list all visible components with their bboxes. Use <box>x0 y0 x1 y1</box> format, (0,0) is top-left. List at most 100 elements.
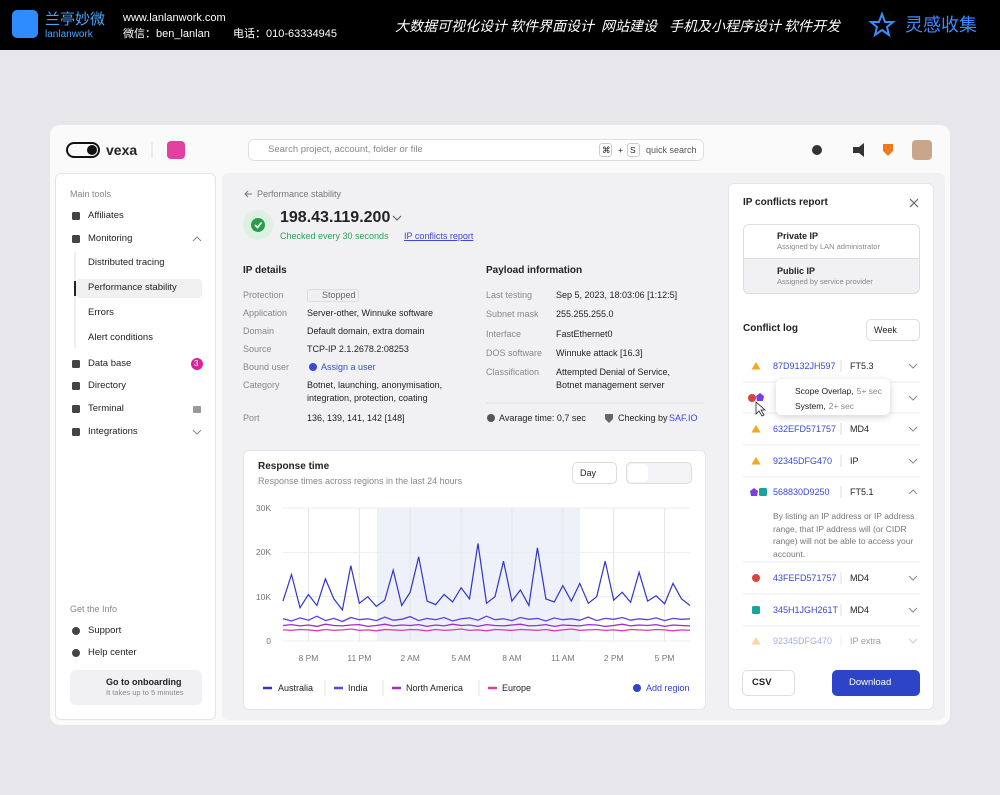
collect[interactable]: 灵感收集 <box>905 15 977 35</box>
section-title: Payload information <box>486 265 582 277</box>
detail-label: Port <box>243 412 260 424</box>
detail-value[interactable]: Assign a user <box>321 361 376 373</box>
checking-label: Checking by <box>618 412 668 424</box>
nav-item[interactable]: Alert conditions <box>88 332 153 344</box>
detail-label: Subnet mask <box>486 308 539 320</box>
nav-item[interactable]: Terminal <box>88 403 124 415</box>
detail-value: Stopped <box>322 289 356 301</box>
detail-value: Server-other, Winnuke software <box>307 307 433 319</box>
logo-icon <box>87 145 97 155</box>
severity-icon <box>752 606 760 614</box>
detail-value: Sep 5, 2023, 18:03:06 [1:12:5] <box>556 289 677 301</box>
add-icon <box>633 684 641 692</box>
detail-label: Last testing <box>486 289 532 301</box>
download: Download <box>849 677 891 689</box>
nav-item[interactable]: 手机及小程序设计 <box>669 20 781 36</box>
nav-item[interactable]: Performance stability <box>88 282 177 294</box>
x-tick-label: 8 PM <box>288 652 328 664</box>
nav-item[interactable]: Monitoring <box>88 233 132 245</box>
legend-label[interactable]: Europe <box>502 682 531 694</box>
period: Week <box>874 324 897 336</box>
nav-item[interactable]: Data base <box>88 358 131 370</box>
severity-icon <box>752 457 761 465</box>
severity-icon <box>750 488 758 496</box>
report-link[interactable]: IP conflicts report <box>404 230 473 242</box>
nav-item[interactable]: Help center <box>88 647 137 659</box>
nav-icon <box>72 627 80 635</box>
nav-icon <box>72 235 80 243</box>
chevron <box>909 490 917 494</box>
chevron <box>193 237 201 241</box>
chevron <box>909 396 917 400</box>
entry-code: MD4 <box>850 572 869 584</box>
severity-icon <box>752 362 761 370</box>
nav-item[interactable]: Errors <box>88 307 114 319</box>
x-tick-label: 11 PM <box>339 652 379 664</box>
detail-label: Classification <box>486 366 539 378</box>
workspace-icon <box>167 141 185 159</box>
detail-label: Domain <box>243 325 274 337</box>
nav-item[interactable]: Integrations <box>88 426 138 438</box>
announce-icon <box>853 143 864 157</box>
detail-label: DOS software <box>486 347 542 359</box>
tooltip-detail: 5+ sec <box>857 385 882 397</box>
x-tick-label: 5 AM <box>441 652 481 664</box>
detail-value: Winnuke attack [16.3] <box>556 347 643 359</box>
entry-note: By listing an IP address or IP address r… <box>773 510 915 560</box>
nav-item[interactable]: Support <box>88 625 121 637</box>
tooltip-label: System, <box>795 400 826 412</box>
nav-item[interactable]: 软件开发 <box>784 20 840 36</box>
brand: 兰亭妙微 <box>45 12 105 28</box>
entry-id[interactable]: 92345DFG470 <box>773 455 832 467</box>
wechat: 微信：ben_lanlan <box>123 28 210 40</box>
nav-item[interactable]: 软件界面设计 <box>510 20 594 36</box>
chevron <box>909 639 917 643</box>
panel-title: IP conflicts report <box>743 197 828 209</box>
add-region[interactable]: Add region <box>646 682 690 694</box>
nav-item[interactable]: 大数据可视化设计 <box>395 20 507 36</box>
chevron <box>909 608 917 612</box>
log-title: Conflict log <box>743 323 798 335</box>
severity-icon <box>756 393 764 401</box>
severity-icon <box>759 488 767 496</box>
search-hint: quick search <box>646 144 697 156</box>
nav-icon <box>72 649 80 657</box>
detail-value: Attempted Denial of Service, Botnet mana… <box>556 366 686 392</box>
entry-id[interactable]: 92345DFG470 <box>773 635 832 647</box>
tooltip-label: Scope Overlap, <box>795 385 854 397</box>
nav-item[interactable]: Affiliates <box>88 210 124 222</box>
chevron <box>909 364 917 368</box>
key: ⌘ <box>602 144 611 156</box>
entry-id[interactable]: 87D9132JH597 <box>773 360 836 372</box>
detail-label: Protection <box>243 289 284 301</box>
detail-value: 255.255.255.0 <box>556 308 614 320</box>
y-tick-label: 0 <box>240 635 271 647</box>
breadcrumb[interactable]: Performance stability <box>257 188 341 200</box>
y-tick-label: 30K <box>240 502 271 514</box>
entry-id[interactable]: 345H1JGH261T <box>773 604 838 616</box>
nav-item[interactable]: Directory <box>88 380 126 392</box>
legend-label[interactable]: India <box>348 682 368 694</box>
entry-id[interactable]: 568830D9250 <box>773 486 830 498</box>
x-tick-label: 5 PM <box>645 652 685 664</box>
collect-icon <box>871 14 893 35</box>
entry-id[interactable]: 632EFD571757 <box>773 423 836 435</box>
option-subtitle: Assigned by LAN administrator <box>777 241 880 253</box>
onboarding-subtitle: It takes up to 5 minutes <box>106 687 184 699</box>
avg-time: Avarage time: 0,7 sec <box>499 412 586 424</box>
view-active <box>628 464 648 482</box>
legend-label[interactable]: North America <box>406 682 463 694</box>
chart-title: Response time <box>258 461 329 473</box>
checker-link[interactable]: SAF.IO <box>669 412 698 424</box>
severity-icon <box>752 425 761 433</box>
y-tick-label: 20K <box>240 546 271 558</box>
nav-item[interactable]: Distributed tracing <box>88 257 165 269</box>
entry-id[interactable]: 43FEFD571757 <box>773 572 837 584</box>
tooltip-line: Scope Overlap,5+ sec <box>795 385 882 397</box>
nav-item[interactable]: 网站建设 <box>601 20 657 36</box>
entry-code: IP <box>850 455 859 467</box>
detail-label: Bound user <box>243 361 289 373</box>
legend-label[interactable]: Australia <box>278 682 313 694</box>
nav-icon <box>72 360 80 368</box>
entry-code: MD4 <box>850 604 869 616</box>
